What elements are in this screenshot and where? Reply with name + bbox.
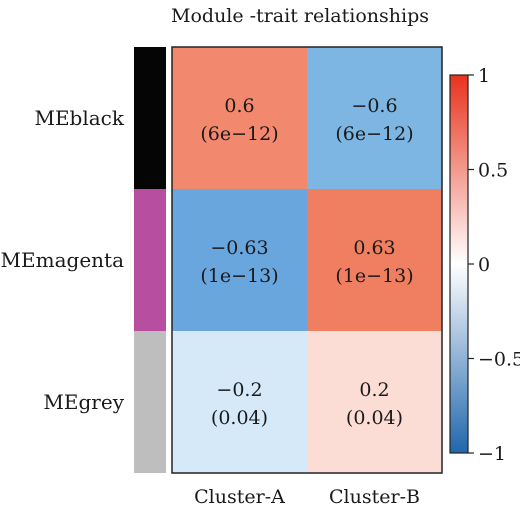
- cell-correlation-value: −0.63: [210, 237, 268, 259]
- heatmap-cell: [172, 331, 307, 473]
- row-label-meblack: MEblack: [34, 106, 124, 130]
- cell-p-value: (6e−12): [200, 123, 278, 145]
- cell-p-value: (6e−12): [335, 123, 413, 145]
- color-scale-tick-label: −0.5: [478, 349, 520, 371]
- color-scale-tick-label: 0.5: [478, 160, 508, 182]
- cell-correlation-value: 0.2: [359, 379, 389, 401]
- row-labels: MEblack MEmagenta MEgrey: [1, 106, 125, 414]
- color-scale-legend: 1 0.5 0 −0.5 −1: [449, 65, 520, 465]
- color-scale-tick-label: 0: [478, 254, 490, 276]
- plot-border: [171, 46, 443, 474]
- cell-correlation-value: −0.6: [351, 95, 397, 117]
- column-labels: Cluster-A Cluster-B: [194, 486, 420, 508]
- row-label-memagenta: MEmagenta: [1, 248, 125, 272]
- row-label-megrey: MEgrey: [43, 390, 124, 414]
- color-scale-tick-label: −1: [478, 443, 506, 465]
- column-label-cluster-a: Cluster-A: [194, 486, 285, 508]
- cell-p-value: (0.04): [346, 407, 403, 429]
- heatmap-cell: [172, 47, 307, 189]
- cell-p-value: (1e−13): [200, 265, 278, 287]
- chart-title: Module -trait relationships: [171, 5, 429, 27]
- module-bar-meblack: [134, 47, 166, 189]
- cell-correlation-value: −0.2: [216, 379, 262, 401]
- module-color-bars: [134, 47, 166, 473]
- module-bar-memagenta: [134, 189, 166, 331]
- cell-p-value: (1e−13): [335, 265, 413, 287]
- cell-p-value: (0.04): [211, 407, 268, 429]
- cell-correlation-value: 0.63: [353, 237, 395, 259]
- heatmap-cell: [307, 189, 442, 331]
- heatmap-cell: [307, 331, 442, 473]
- heatmap-cell: [172, 189, 307, 331]
- heatmap-cell: [307, 47, 442, 189]
- module-bar-megrey: [134, 331, 166, 473]
- color-scale-tick-label: 1: [478, 65, 490, 87]
- column-label-cluster-b: Cluster-B: [329, 486, 420, 508]
- color-scale-bar: [449, 74, 469, 454]
- cell-correlation-value: 0.6: [224, 95, 254, 117]
- heatmap-cells: 0.6 (6e−12) −0.6 (6e−12) −0.63 (1e−13) 0.63 (1e…: [172, 47, 442, 473]
